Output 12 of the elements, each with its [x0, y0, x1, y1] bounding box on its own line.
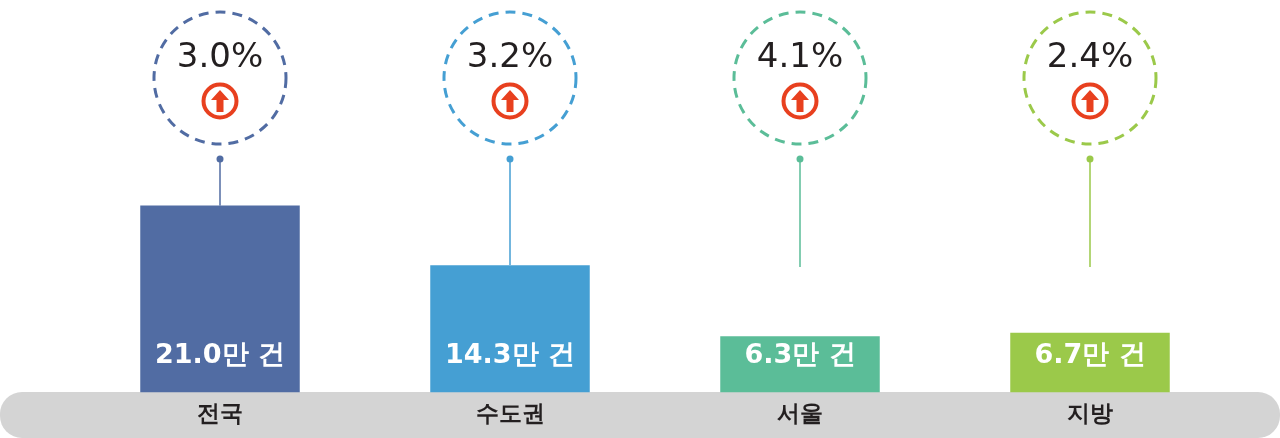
text: 2.4%	[1046, 34, 1134, 75]
x-tick-label: 전국	[197, 400, 243, 427]
data-label: 14.3만 건	[444, 338, 576, 370]
text: 3.0%	[176, 34, 264, 75]
x-tick-label: 지방	[1067, 400, 1113, 427]
data-label: 21.0만 건	[154, 338, 286, 370]
data-label: 6.3만 건	[744, 338, 856, 370]
text: 4.1%	[756, 34, 844, 75]
text: 3.2%	[466, 34, 554, 75]
x-tick-label: 수도권	[475, 400, 545, 427]
data-label: 6.7만 건	[1034, 338, 1146, 370]
x-tick-label: 서울	[777, 400, 823, 427]
